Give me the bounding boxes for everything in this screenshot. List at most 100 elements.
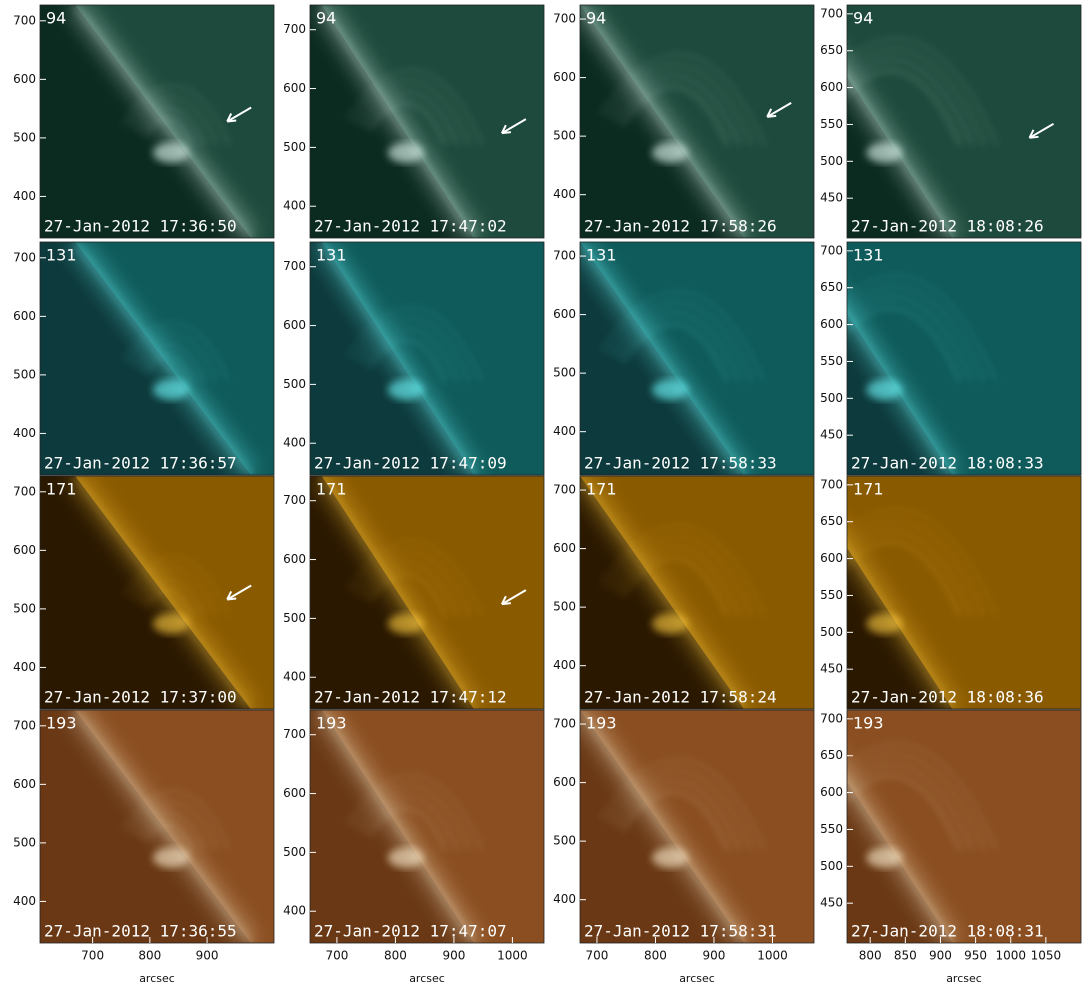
y-tick-label: 550 <box>820 588 843 602</box>
flare-core <box>388 380 424 400</box>
y-tick-label: 700 <box>820 6 843 20</box>
flare-core <box>388 143 424 163</box>
x-tick-label: 800 <box>138 949 161 963</box>
channel-label: 193 <box>853 714 884 733</box>
y-tick-label: 600 <box>553 307 576 321</box>
timestamp: 27-Jan-2012 17:58:31 <box>584 922 777 941</box>
y-tick-label: 500 <box>820 391 843 405</box>
image-panel: 17127-Jan-2012 17:58:24400500600700 <box>530 476 814 709</box>
y-tick-label: 650 <box>820 43 843 57</box>
channel-label: 131 <box>316 246 347 265</box>
y-tick-label: 500 <box>820 859 843 873</box>
x-tick-label: 1000 <box>497 949 528 963</box>
y-tick-label: 700 <box>553 717 576 731</box>
flare-core <box>388 614 424 634</box>
flare-core <box>652 380 688 400</box>
flare-core <box>866 848 902 868</box>
channel-label: 193 <box>586 714 617 733</box>
y-tick-label: 700 <box>820 477 843 491</box>
timestamp: 27-Jan-2012 17:58:26 <box>584 217 777 236</box>
y-tick-label: 700 <box>553 249 576 263</box>
x-axis-label: arcsec <box>679 972 715 985</box>
y-tick-label: 400 <box>283 436 306 450</box>
page: {"figure": { "columns": [ {"ylim": [329,… <box>0 0 1083 990</box>
y-tick-label: 650 <box>820 748 843 762</box>
panel-image <box>0 710 274 943</box>
y-tick-label: 700 <box>553 483 576 497</box>
y-tick-label: 500 <box>283 140 306 154</box>
y-tick-label: 500 <box>553 834 576 848</box>
timestamp: 27-Jan-2012 18:08:26 <box>851 217 1044 236</box>
flare-core <box>866 143 902 163</box>
y-tick-label: 500 <box>13 130 36 144</box>
panel-image <box>0 242 274 475</box>
image-panel: 13127-Jan-2012 17:58:33400500600700 <box>530 242 814 475</box>
y-tick-label: 600 <box>13 72 36 86</box>
panel-image <box>0 5 274 238</box>
y-tick-label: 500 <box>13 835 36 849</box>
flare-core <box>388 848 424 868</box>
y-tick-label: 550 <box>820 117 843 131</box>
y-tick-label: 500 <box>553 129 576 143</box>
flare-core <box>153 848 189 868</box>
y-tick-label: 600 <box>553 775 576 789</box>
y-tick-label: 500 <box>553 600 576 614</box>
y-tick-label: 450 <box>820 191 843 205</box>
channel-label: 131 <box>853 246 884 265</box>
flare-core <box>153 614 189 634</box>
y-tick-label: 600 <box>820 80 843 94</box>
x-axis-label: arcsec <box>139 972 175 985</box>
y-tick-label: 600 <box>820 551 843 565</box>
y-tick-label: 650 <box>820 514 843 528</box>
y-tick-label: 500 <box>13 367 36 381</box>
channel-label: 171 <box>46 480 77 499</box>
timestamp: 27-Jan-2012 17:47:07 <box>314 922 507 941</box>
panel-image <box>0 476 274 709</box>
channel-label: 171 <box>316 480 347 499</box>
y-tick-label: 500 <box>283 845 306 859</box>
channel-label: 131 <box>46 246 77 265</box>
timestamp: 27-Jan-2012 17:36:50 <box>44 217 237 236</box>
y-tick-label: 700 <box>283 22 306 36</box>
flare-core <box>652 143 688 163</box>
y-tick-label: 500 <box>553 366 576 380</box>
x-tick-label: 900 <box>929 949 952 963</box>
channel-label: 193 <box>316 714 347 733</box>
x-tick-label: 800 <box>859 949 882 963</box>
image-panel: 9427-Jan-2012 18:08:26450500550600650700 <box>797 5 1081 238</box>
timestamp: 27-Jan-2012 18:08:31 <box>851 922 1044 941</box>
x-tick-label: 1050 <box>1031 949 1062 963</box>
image-panel: 19327-Jan-2012 17:58:31400500600700 <box>530 710 814 943</box>
y-tick-label: 450 <box>820 662 843 676</box>
x-tick-label: 950 <box>964 949 987 963</box>
timestamp: 27-Jan-2012 17:58:24 <box>584 688 777 707</box>
y-tick-label: 500 <box>13 601 36 615</box>
image-panel: 13127-Jan-2012 17:47:09400500600700 <box>260 242 544 475</box>
y-tick-label: 400 <box>283 199 306 213</box>
x-tick-label: 800 <box>644 949 667 963</box>
y-tick-label: 400 <box>13 426 36 440</box>
y-tick-label: 550 <box>820 354 843 368</box>
flare-core <box>866 614 902 634</box>
y-tick-label: 600 <box>13 543 36 557</box>
y-tick-label: 600 <box>820 785 843 799</box>
y-tick-label: 500 <box>283 377 306 391</box>
x-tick-label: 900 <box>442 949 465 963</box>
y-tick-label: 500 <box>820 625 843 639</box>
x-tick-label: 700 <box>81 949 104 963</box>
x-tick-label: 1000 <box>995 949 1026 963</box>
y-tick-label: 600 <box>13 777 36 791</box>
channel-label: 171 <box>586 480 617 499</box>
x-tick-label: 800 <box>384 949 407 963</box>
timestamp: 27-Jan-2012 17:47:12 <box>314 688 507 707</box>
y-tick-label: 700 <box>13 718 36 732</box>
figure: 9427-Jan-2012 17:36:504005006007009427-J… <box>0 0 1083 990</box>
panel-image <box>530 5 814 238</box>
image-panel: 17127-Jan-2012 17:47:12400500600700 <box>260 476 544 709</box>
timestamp: 27-Jan-2012 18:08:33 <box>851 454 1044 473</box>
y-tick-label: 450 <box>820 896 843 910</box>
panel-image <box>530 710 814 943</box>
channel-label: 94 <box>46 9 66 28</box>
y-tick-label: 600 <box>283 786 306 800</box>
